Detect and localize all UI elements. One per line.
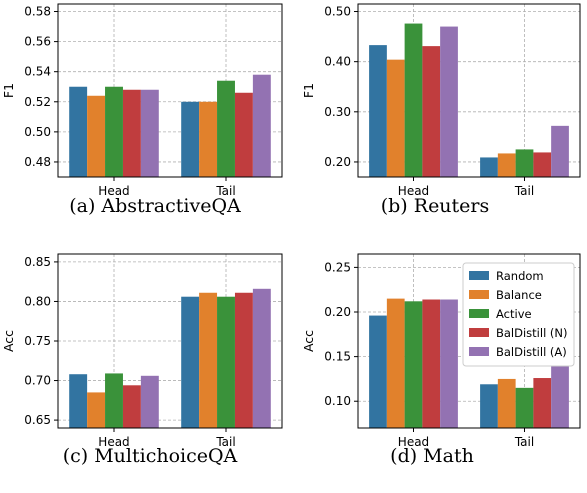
x-tick-label: Head [398, 435, 429, 449]
y-tick-label: 0.50 [324, 5, 351, 19]
bar-tail-3 [515, 149, 534, 177]
y-tick-label: 0.50 [24, 125, 51, 139]
bar-tail-2 [497, 153, 516, 177]
panel-caption: (d) Math [390, 445, 474, 467]
bar-tail-1 [181, 101, 200, 177]
legend-swatch [469, 328, 489, 337]
y-tick-label: 0.85 [24, 255, 51, 269]
bar-head-1 [369, 45, 387, 178]
y-tick-label: 0.48 [24, 155, 51, 169]
y-tick-label: 0.25 [324, 260, 351, 274]
y-tick-label: 0.80 [24, 294, 51, 308]
bar-head-5 [140, 89, 159, 177]
y-tick-label: 0.30 [324, 105, 351, 119]
bar-tail-2 [497, 378, 516, 428]
y-tick-label: 0.40 [324, 55, 351, 69]
y-tick-label: 0.54 [24, 65, 51, 79]
chart-panel-4: 0.10 0.15 0.20 0.25 Head Tail Acc (d) Math Rando… [301, 253, 581, 467]
legend-swatch [469, 347, 489, 356]
legend-swatch [469, 309, 489, 318]
axes-frame [57, 3, 283, 178]
bar-head-2 [386, 298, 405, 428]
y-tick-label: 0.20 [324, 155, 351, 169]
bar-tail-3 [515, 387, 534, 428]
bar-head-3 [105, 373, 123, 428]
x-tick-label: Tail [215, 435, 235, 449]
bar-tail-1 [480, 157, 498, 177]
y-tick-label: 0.70 [24, 374, 51, 388]
y-tick-label: 0.75 [24, 334, 51, 348]
legend-label: Balance [496, 288, 542, 302]
x-tick-label: Head [398, 184, 429, 198]
legend-label: Random [496, 269, 544, 283]
bar-tail-4 [234, 92, 253, 177]
bar-head-4 [122, 89, 141, 177]
y-tick-label: 0.65 [24, 413, 51, 427]
bar-head-3 [404, 23, 423, 178]
legend-label: BalDistill (A) [496, 345, 567, 359]
legend-box [462, 262, 575, 367]
x-tick-label: Head [98, 184, 129, 198]
y-tick-label: 0.15 [324, 350, 351, 364]
panel-caption: (a) AbstractiveQA [69, 195, 241, 217]
y-tick-label: 0.10 [324, 394, 351, 408]
axes-frame [357, 3, 581, 178]
panel-caption: (c) MultichoiceQA [63, 445, 238, 467]
bar-tail-4 [533, 378, 552, 428]
y-axis-label: Acc [1, 330, 16, 352]
bar-head-3 [404, 301, 423, 428]
bar-tail-3 [217, 80, 235, 177]
chart-panel-2: 0.20 0.30 0.40 0.50 Head Tail F1 (b) Reuters [301, 3, 581, 217]
bar-tail-1 [480, 384, 498, 428]
axes-frame [357, 253, 581, 429]
bar-head-4 [422, 299, 441, 428]
chart-panel-3: 0.65 0.70 0.75 0.80 0.85 Head Tail Acc (c) Multi… [1, 253, 283, 467]
bar-head-1 [369, 315, 387, 428]
panel-caption: (b) Reuters [381, 195, 490, 217]
bar-head-5 [440, 26, 458, 178]
bar-tail-5 [551, 361, 569, 428]
bar-head-2 [87, 392, 106, 428]
bar-tail-3 [217, 296, 235, 428]
legend-swatch [469, 290, 489, 299]
bar-head-2 [386, 59, 405, 177]
bar-tail-5 [252, 288, 271, 428]
bar-tail-5 [551, 125, 569, 177]
bar-head-4 [422, 46, 441, 178]
chart-panel-1: 0.48 0.50 0.52 0.54 0.56 0.58 Head Tail F1 (a) Ab… [1, 3, 283, 217]
y-axis-label: F1 [1, 83, 16, 98]
y-axis-label: Acc [301, 330, 316, 352]
x-tick-label: Tail [514, 184, 534, 198]
bar-head-1 [69, 86, 88, 177]
bar-head-1 [69, 374, 88, 428]
bar-tail-5 [252, 74, 271, 177]
y-tick-label: 0.56 [24, 35, 51, 49]
x-tick-label: Tail [514, 435, 534, 449]
legend-swatch [469, 271, 489, 280]
y-tick-label: 0.58 [24, 5, 51, 19]
x-tick-label: Tail [215, 184, 235, 198]
bar-head-5 [140, 375, 159, 428]
bar-tail-2 [199, 292, 218, 428]
x-tick-label: Head [98, 435, 129, 449]
bar-head-3 [105, 86, 123, 177]
bar-head-4 [122, 385, 141, 428]
bar-head-5 [440, 299, 458, 428]
legend-label: Active [496, 307, 532, 321]
bar-tail-1 [181, 296, 200, 428]
y-axis-label: F1 [301, 83, 316, 98]
y-tick-label: 0.20 [324, 305, 351, 319]
bar-tail-4 [234, 292, 253, 428]
legend-label: BalDistill (N) [496, 326, 568, 340]
bar-head-2 [87, 95, 106, 177]
legend: Random Balance Active BalDistill (N) BalDist… [462, 262, 575, 367]
y-tick-label: 0.52 [24, 95, 51, 109]
bar-tail-4 [533, 152, 552, 177]
bar-tail-2 [199, 101, 218, 177]
